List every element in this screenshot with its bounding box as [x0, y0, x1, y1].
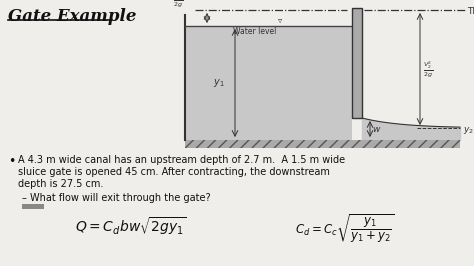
Text: $\triangledown$: $\triangledown$: [277, 16, 283, 25]
Text: depth is 27.5 cm.: depth is 27.5 cm.: [18, 179, 103, 189]
Bar: [22, 204, 44, 209]
Text: – What flow will exit through the gate?: – What flow will exit through the gate?: [22, 193, 210, 203]
Text: $C_d = C_c\sqrt{\dfrac{y_1}{y_1 + y_2}}$: $C_d = C_c\sqrt{\dfrac{y_1}{y_1 + y_2}}$: [295, 213, 395, 245]
Text: Water level: Water level: [233, 27, 276, 36]
Text: A 4.3 m wide canal has an upstream depth of 2.7 m.  A 1.5 m wide: A 4.3 m wide canal has an upstream depth…: [18, 155, 345, 165]
Text: $y_2 = C_c w$: $y_2 = C_c w$: [463, 123, 474, 135]
Text: $Q = C_d bw\sqrt{2gy_1}$: $Q = C_d bw\sqrt{2gy_1}$: [75, 215, 187, 237]
Text: Gate Example: Gate Example: [8, 8, 137, 25]
Text: $w$: $w$: [372, 124, 382, 134]
Text: $\frac{V_1^2}{2g}$: $\frac{V_1^2}{2g}$: [173, 0, 183, 9]
Text: $\frac{V_2^2}{2g}$: $\frac{V_2^2}{2g}$: [423, 59, 433, 79]
Bar: [352, 8, 362, 118]
Text: sluice gate is opened 45 cm. After contracting, the downstream: sluice gate is opened 45 cm. After contr…: [18, 167, 330, 177]
Text: •: •: [8, 155, 15, 168]
Text: TEL: TEL: [467, 6, 474, 15]
Text: $y_1$: $y_1$: [213, 77, 225, 89]
Bar: [185, 26, 352, 140]
Bar: [185, 140, 460, 148]
Bar: [185, 140, 460, 148]
